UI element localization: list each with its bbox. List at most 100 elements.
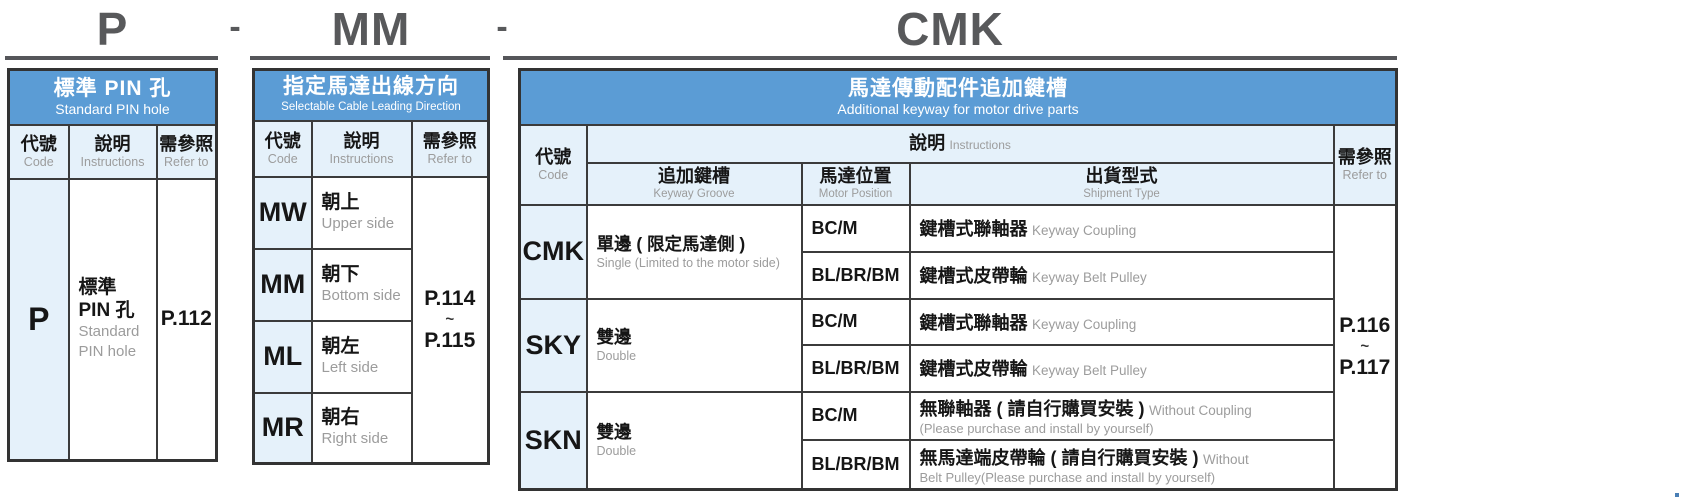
keyway-row-sky-bcm: SKY 雙邊 Double BC/M 鍵槽式聯軸器 Keyway Couplin… (518, 297, 1397, 393)
keyway-refer-to: P.117 (1339, 355, 1391, 379)
keyway-header-shipment: 出貨型式 Shipment Type (908, 161, 1335, 206)
pin-header-refer-en: Refer to (164, 154, 209, 169)
direction-row-ml: ML 朝左 Left side (252, 319, 489, 394)
keyway-motor-position: BC/M (800, 203, 911, 253)
direction-header-instructions-en: Instructions (329, 151, 394, 166)
direction-row-mr: MR 朝右 Right side (252, 391, 489, 465)
keyway-shipment-type: 鍵槽式聯軸器 Keyway Coupling (908, 203, 1335, 253)
keyway-header-code-en: Code (538, 167, 569, 182)
keyway-shipment-type: 無馬達端皮帶輪 ( 請自行購買安裝 ) Without Belt Pulley(… (908, 438, 1335, 491)
keyway-group-code: SKN (518, 390, 588, 491)
code-segment-p: P (96, 3, 129, 55)
pin-header-instructions-zh: 說明 (94, 133, 131, 154)
pin-row-instructions: 標準 PIN 孔 Standard PIN hole (67, 177, 158, 462)
pin-table-title: 標準 PIN 孔 Standard PIN hole (7, 68, 218, 126)
pin-header-code: 代號 Code (7, 123, 70, 180)
pin-row-instr-zh1: 標準 (78, 277, 117, 299)
underline-mm (250, 56, 490, 60)
keyway-table-title-zh: 馬達傳動配件追加鍵槽 (848, 77, 1068, 101)
keyway-motor-position: BL/BR/BM (800, 343, 911, 393)
keyway-shipment-type: 鍵槽式皮帶輪 Keyway Belt Pulley (908, 250, 1335, 300)
keyway-group-groove: 單邊 ( 限定馬達側 ) Single (Limited to the moto… (585, 203, 803, 300)
direction-table-title-en: Selectable Cable Leading Direction (281, 101, 461, 114)
pin-header-instructions-en: Instructions (80, 154, 145, 169)
direction-row-en: Bottom side (321, 287, 401, 304)
direction-row-code: MM (252, 247, 313, 322)
keyway-row-cmk-bl: BL/BR/BM 鍵槽式皮帶輪 Keyway Belt Pulley (520, 250, 1397, 300)
keyway-row-skn-bl: BL/BR/BM 無馬達端皮帶輪 ( 請自行購買安裝 ) Without Bel… (520, 438, 1397, 491)
direction-table-title-zh: 指定馬達出線方向 (283, 75, 459, 99)
keyway-ship-en: Keyway Belt Pulley (1031, 270, 1147, 285)
keyway-refer-from: P.116 (1339, 313, 1391, 337)
keyway-group-code: CMK (518, 203, 588, 300)
direction-refer-from: P.114 (424, 286, 476, 310)
keyway-shipment-type: 無聯軸器 ( 請自行購買安裝 ) Without Coupling (Pleas… (908, 390, 1335, 441)
keyway-ship-en2: (Please purchase and install by yourself… (919, 421, 1154, 436)
direction-row-zh: 朝上 (321, 192, 360, 213)
keyway-ship-en: Without Coupling (1148, 403, 1252, 418)
direction-row-en: Left side (321, 359, 379, 376)
direction-row-instructions: 朝下 Bottom side (310, 247, 413, 322)
direction-header-code-zh: 代號 (264, 130, 301, 151)
direction-row-en: Right side (321, 430, 389, 448)
keyway-ship-en: Keyway Belt Pulley (1031, 363, 1147, 378)
keyway-header-refer: 需參照 Refer to (1332, 123, 1398, 206)
page-corner-mark (1675, 493, 1679, 497)
direction-row-zh: 朝左 (321, 336, 360, 357)
direction-row-zh: 朝下 (321, 264, 360, 285)
direction-row-instructions: 朝左 Left side (310, 319, 413, 394)
keyway-motor-position: BC/M (800, 297, 911, 346)
keyway-shipment-type: 鍵槽式皮帶輪 Keyway Belt Pulley (908, 343, 1335, 393)
keyway-motor-position: BL/BR/BM (800, 250, 911, 300)
direction-refer-cell: P.114 ~ P.115 (410, 175, 490, 465)
keyway-ship-zh: 鍵槽式聯軸器 (919, 219, 1028, 239)
pin-row-instr-en2: PIN hole (78, 343, 137, 361)
pin-header-instructions: 說明 Instructions (67, 123, 158, 180)
code-segment-cmk: CMK (896, 3, 1004, 55)
keyway-group-code: SKY (518, 297, 588, 393)
keyway-ship-zh: 鍵槽式皮帶輪 (919, 359, 1028, 379)
code-segment-mm: MM (331, 3, 411, 55)
direction-row-instructions: 朝右 Right side (310, 391, 413, 465)
direction-row-en: Upper side (321, 215, 395, 232)
keyway-header-motor: 馬達位置 Motor Position (800, 161, 911, 206)
keyway-motor-position: BC/M (800, 390, 911, 441)
keyway-row-sky-bl: BL/BR/BM 鍵槽式皮帶輪 Keyway Belt Pulley (520, 343, 1397, 393)
keyway-refer-cell: P.116 ~ P.117 (1332, 203, 1398, 491)
keyway-table-title-en: Additional keyway for motor drive parts (837, 101, 1079, 118)
keyway-ship-zh: 無聯軸器 ( 請自行購買安裝 ) (919, 399, 1145, 419)
keyway-header-refer-en: Refer to (1342, 167, 1387, 182)
keyway-ship-en: Without (1202, 451, 1249, 467)
pin-row-instr-en1: Standard (78, 323, 140, 341)
keyway-group-groove: 雙邊 Double (585, 297, 803, 393)
keyway-header-motor-en: Motor Position (818, 187, 893, 200)
direction-refer-tilde: ~ (445, 310, 455, 328)
standard-pin-hole-table: 標準 PIN 孔 Standard PIN hole 代號 Code 說明 In… (7, 68, 218, 462)
keyway-groove-en: Single (Limited to the motor side) (596, 255, 780, 270)
keyway-header-code-zh: 代號 (535, 146, 572, 167)
keyway-table: 馬達傳動配件追加鍵槽 Additional keyway for motor d… (518, 68, 1398, 491)
keyway-groove-zh: 雙邊 (596, 422, 632, 443)
direction-table-title: 指定馬達出線方向 Selectable Cable Leading Direct… (252, 68, 490, 122)
pin-header-code-zh: 代號 (20, 133, 57, 154)
pin-row-refer: P.112 (155, 177, 218, 462)
direction-header-refer-zh: 需參照 (422, 130, 477, 151)
direction-header-instructions: 說明 Instructions (310, 119, 413, 178)
direction-header-refer: 需參照 Refer to (410, 119, 490, 178)
direction-row-mm: MM 朝下 Bottom side (252, 247, 489, 322)
direction-header-refer-en: Refer to (427, 151, 472, 166)
keyway-ship-en: Keyway Coupling (1031, 223, 1137, 238)
direction-header-code: 代號 Code (252, 119, 313, 178)
keyway-header-groove: 追加鍵槽 Keyway Groove (585, 161, 803, 206)
keyway-header-shipment-zh: 出貨型式 (1085, 165, 1158, 186)
keyway-ship-en2: Belt Pulley(Please purchase and install … (919, 469, 1216, 485)
pin-row-code: P (7, 177, 70, 462)
keyway-refer-tilde: ~ (1360, 337, 1370, 355)
keyway-header-instructions: 說明 Instructions (585, 123, 1335, 164)
pin-header-code-en: Code (23, 154, 54, 169)
keyway-ship-zh: 鍵槽式聯軸器 (919, 312, 1028, 333)
keyway-header-instructions-zh: 說明 (909, 133, 946, 153)
keyway-group-groove: 雙邊 Double (585, 390, 803, 491)
pin-header-refer-zh: 需參照 (159, 133, 214, 154)
direction-refer-to: P.115 (424, 328, 476, 352)
